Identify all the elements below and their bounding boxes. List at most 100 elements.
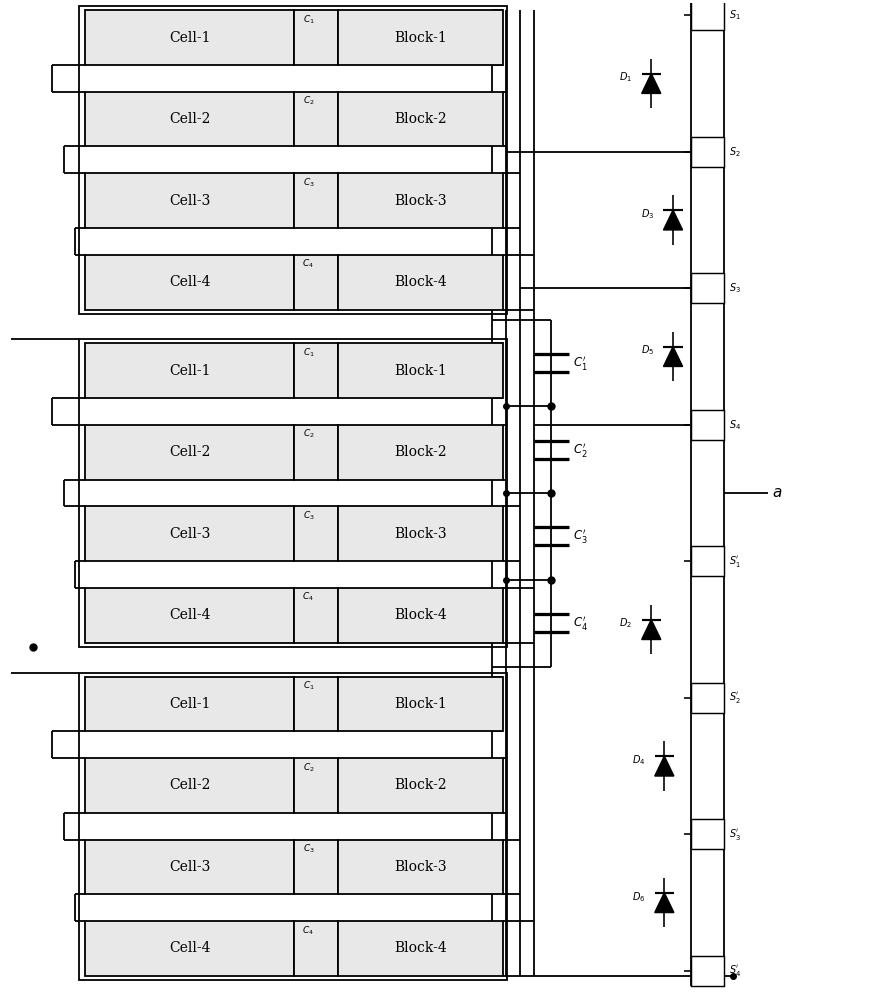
Bar bbox=[338, 506, 504, 561]
Text: Cell-1: Cell-1 bbox=[169, 697, 210, 711]
Text: $C_2$: $C_2$ bbox=[303, 428, 314, 440]
Text: Block-2: Block-2 bbox=[394, 112, 447, 126]
Bar bbox=[86, 92, 294, 146]
Bar bbox=[86, 758, 294, 813]
Text: $D_2$: $D_2$ bbox=[619, 617, 632, 630]
Bar bbox=[294, 10, 338, 65]
Bar bbox=[86, 343, 294, 398]
Polygon shape bbox=[642, 74, 661, 93]
Bar bbox=[691, 410, 724, 440]
Text: Cell-3: Cell-3 bbox=[169, 527, 210, 541]
Bar bbox=[338, 677, 504, 731]
Text: Block-1: Block-1 bbox=[394, 364, 447, 378]
Polygon shape bbox=[663, 210, 682, 230]
Bar bbox=[338, 92, 504, 146]
Text: Block-4: Block-4 bbox=[394, 275, 447, 289]
Polygon shape bbox=[654, 756, 674, 776]
Text: $S_3'$: $S_3'$ bbox=[729, 827, 741, 842]
Bar bbox=[691, 683, 724, 713]
Bar bbox=[294, 758, 338, 813]
Bar bbox=[79, 6, 506, 314]
Bar bbox=[338, 173, 504, 228]
Text: $S_4'$: $S_4'$ bbox=[729, 963, 741, 978]
Bar bbox=[338, 343, 504, 398]
Bar bbox=[294, 921, 338, 976]
Bar bbox=[691, 819, 724, 849]
Bar bbox=[79, 339, 506, 647]
Text: Cell-3: Cell-3 bbox=[169, 194, 210, 208]
Bar bbox=[86, 425, 294, 480]
Bar bbox=[86, 588, 294, 643]
Text: $C_3$: $C_3$ bbox=[302, 509, 314, 522]
Text: $S_1'$: $S_1'$ bbox=[729, 554, 740, 569]
Bar bbox=[294, 173, 338, 228]
Bar bbox=[338, 921, 504, 976]
Bar bbox=[338, 758, 504, 813]
Bar bbox=[294, 840, 338, 894]
Text: Block-3: Block-3 bbox=[394, 194, 447, 208]
Text: $S_3$: $S_3$ bbox=[729, 281, 741, 295]
Text: $D_3$: $D_3$ bbox=[640, 207, 653, 221]
Bar bbox=[691, 137, 724, 167]
Text: $C_3$: $C_3$ bbox=[302, 843, 314, 855]
Bar bbox=[86, 173, 294, 228]
Text: $D_4$: $D_4$ bbox=[632, 753, 645, 767]
Bar bbox=[338, 255, 504, 310]
Bar bbox=[86, 10, 294, 65]
Bar bbox=[294, 677, 338, 731]
Text: $C_4'$: $C_4'$ bbox=[573, 614, 588, 632]
Bar bbox=[294, 92, 338, 146]
Text: $C_4$: $C_4$ bbox=[302, 591, 314, 603]
Bar bbox=[338, 588, 504, 643]
Text: Block-3: Block-3 bbox=[394, 527, 447, 541]
Text: $C_4$: $C_4$ bbox=[302, 924, 314, 937]
Bar bbox=[691, 956, 724, 986]
Bar bbox=[691, 273, 724, 303]
Polygon shape bbox=[663, 347, 682, 366]
Text: Cell-1: Cell-1 bbox=[169, 364, 210, 378]
Bar bbox=[86, 255, 294, 310]
Polygon shape bbox=[654, 893, 674, 913]
Bar bbox=[691, 0, 724, 30]
Text: $S_4$: $S_4$ bbox=[729, 418, 741, 432]
Text: $C_4$: $C_4$ bbox=[302, 258, 314, 270]
Text: $a$: $a$ bbox=[773, 486, 782, 500]
Bar bbox=[294, 255, 338, 310]
Text: $S_1$: $S_1$ bbox=[729, 8, 740, 22]
Bar bbox=[338, 840, 504, 894]
Text: Cell-2: Cell-2 bbox=[169, 445, 210, 459]
Text: $D_1$: $D_1$ bbox=[619, 71, 632, 84]
Text: Cell-2: Cell-2 bbox=[169, 778, 210, 792]
Text: Block-2: Block-2 bbox=[394, 445, 447, 459]
Text: Block-4: Block-4 bbox=[394, 608, 447, 622]
Bar bbox=[338, 10, 504, 65]
Text: Block-1: Block-1 bbox=[394, 31, 447, 45]
Text: $S_2$: $S_2$ bbox=[729, 145, 740, 159]
Text: $C_1'$: $C_1'$ bbox=[573, 354, 588, 372]
Text: $D_6$: $D_6$ bbox=[632, 890, 645, 904]
Text: $S_2'$: $S_2'$ bbox=[729, 690, 740, 705]
Text: $D_5$: $D_5$ bbox=[640, 344, 653, 357]
Text: $C_2$: $C_2$ bbox=[303, 95, 314, 107]
Text: Cell-3: Cell-3 bbox=[169, 860, 210, 874]
Text: Cell-1: Cell-1 bbox=[169, 31, 210, 45]
Bar bbox=[294, 506, 338, 561]
Text: $C_1$: $C_1$ bbox=[302, 13, 314, 26]
Bar bbox=[691, 546, 724, 576]
Text: Block-2: Block-2 bbox=[394, 778, 447, 792]
Bar bbox=[294, 343, 338, 398]
Text: Block-3: Block-3 bbox=[394, 860, 447, 874]
Bar bbox=[79, 673, 506, 980]
Text: Cell-4: Cell-4 bbox=[169, 608, 210, 622]
Text: $C_2$: $C_2$ bbox=[303, 761, 314, 774]
Bar bbox=[294, 425, 338, 480]
Bar bbox=[338, 425, 504, 480]
Polygon shape bbox=[642, 620, 661, 640]
Text: Block-1: Block-1 bbox=[394, 697, 447, 711]
Text: $C_1$: $C_1$ bbox=[302, 346, 314, 359]
Text: $C_2'$: $C_2'$ bbox=[573, 441, 588, 459]
Bar bbox=[294, 588, 338, 643]
Text: $C_3$: $C_3$ bbox=[302, 176, 314, 189]
Bar bbox=[86, 921, 294, 976]
Text: $C_3'$: $C_3'$ bbox=[573, 527, 588, 545]
